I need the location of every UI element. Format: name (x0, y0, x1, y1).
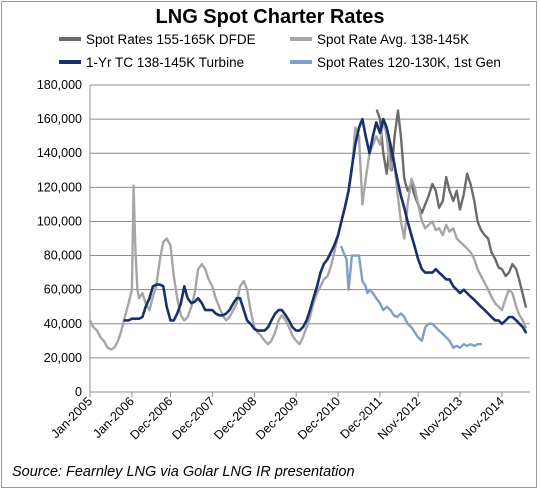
legend-swatch-dfde (59, 37, 81, 42)
legend-label-dfde: Spot Rates 155-165K DFDE (86, 32, 256, 47)
legend-item-dfde: Spot Rates 155-165K DFDE (59, 32, 256, 48)
chart-title: LNG Spot Charter Rates (155, 6, 385, 28)
legend-swatch-1stgen (290, 60, 312, 65)
legend-label-avg: Spot Rate Avg. 138-145K (317, 32, 470, 47)
legend-label-turbine: 1-Yr TC 138-145K Turbine (86, 55, 245, 70)
legend-swatch-turbine (59, 60, 81, 65)
legend-swatch-avg (290, 37, 312, 42)
legend-item-turbine: 1-Yr TC 138-145K Turbine (59, 55, 244, 71)
legend-label-1stgen: Spot Rates 120-130K, 1st Gen (317, 55, 501, 70)
legend-item-1stgen: Spot Rates 120-130K, 1st Gen (290, 55, 501, 71)
source-note: Source: Fearnley LNG via Golar LNG IR pr… (12, 464, 355, 480)
legend-item-avg: Spot Rate Avg. 138-145K (290, 32, 469, 48)
